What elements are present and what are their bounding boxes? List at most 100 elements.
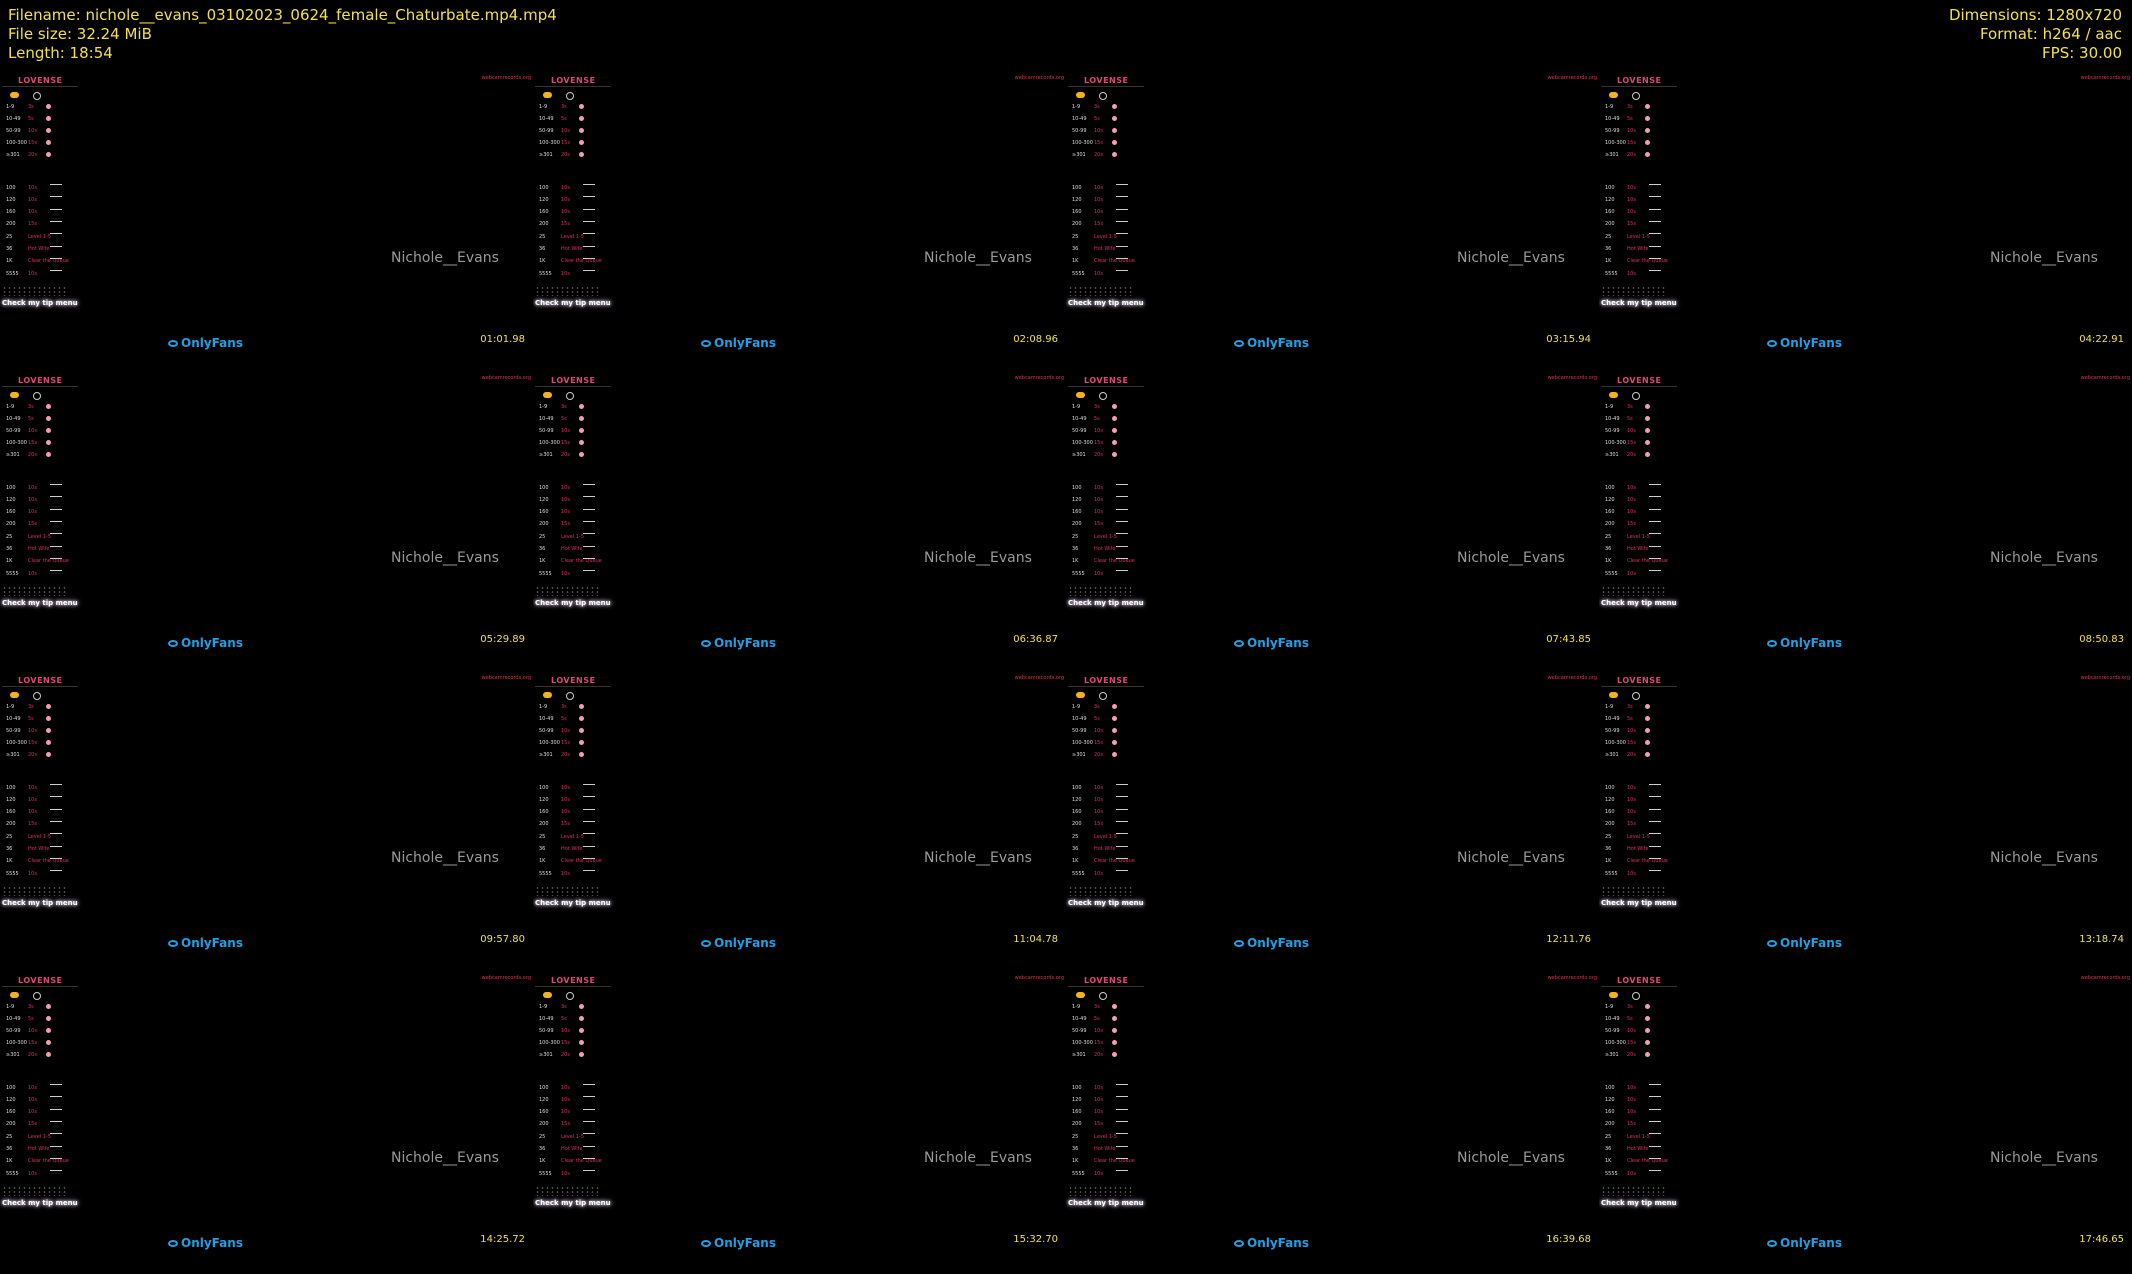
- video-thumbnail[interactable]: LOVENSE 1-9 3s 10-49 5s 50-99 10s 100-30015s ≥30…: [1066, 372, 1599, 672]
- video-thumbnail[interactable]: LOVENSE 1-9 3s 10-49 5s 50-99 10s 100-30015s ≥30…: [1599, 72, 2132, 372]
- tip-amount: 50-99: [1605, 128, 1620, 134]
- tip-label: Clear the Queue: [28, 558, 69, 565]
- tip-label: 10s: [1627, 484, 1636, 491]
- pattern-wave-icon: [583, 870, 595, 876]
- pattern-wave-icon: [1116, 545, 1128, 552]
- tip-amount: 160: [6, 509, 16, 516]
- tip-special-row: 160 10s: [6, 808, 62, 815]
- tip-amount: 1-9: [1072, 104, 1081, 110]
- pattern-wave-icon: [1649, 845, 1661, 852]
- video-thumbnail[interactable]: LOVENSE 1-9 3s 10-49 5s 50-99 10s 100-30015s ≥30…: [0, 372, 533, 672]
- tip-amount: 100-300: [1072, 1040, 1093, 1046]
- tip-label: 15s: [1094, 521, 1103, 528]
- coin-icon: [1609, 992, 1618, 998]
- video-thumbnail[interactable]: LOVENSE 1-9 3s 10-49 5s 50-99 10s 100-30015s ≥30…: [1066, 72, 1599, 372]
- tip-label: Hot Wife: [561, 246, 583, 252]
- tip-level-row: 1-9 3s: [1072, 704, 1117, 710]
- tip-label: 15s: [1094, 221, 1103, 228]
- tip-duration: 5s: [561, 116, 567, 122]
- tip-duration: 10s: [1094, 428, 1103, 434]
- tip-label: Clear the Queue: [561, 258, 602, 265]
- tip-menu-caption: Check my tip menu: [535, 1199, 611, 1207]
- vibe-dot-icon: [1112, 404, 1117, 409]
- coin-icon: [1076, 92, 1085, 98]
- performer-name: Nichole__Evans: [924, 250, 1032, 266]
- tip-special-row: 1K Clear the Queue: [539, 857, 602, 864]
- tip-level-row: 10-49 5s: [1605, 716, 1650, 722]
- pattern-wave-icon: [50, 233, 62, 239]
- fps-label: FPS: 30.00: [2042, 44, 2122, 62]
- coin-icon: [1609, 692, 1618, 698]
- tip-special-row: 100 10s: [1072, 1084, 1128, 1091]
- tip-duration: 10s: [28, 428, 37, 434]
- performer-name: Nichole__Evans: [391, 850, 499, 866]
- tip-duration: 3s: [1627, 404, 1633, 410]
- pattern-wave-icon: [1116, 845, 1128, 852]
- vibe-dot-icon: [46, 152, 51, 157]
- tip-duration: 3s: [28, 104, 34, 110]
- sparkle-decoration: [1601, 286, 1667, 296]
- tip-menu-panel: LOVENSE 1-9 3s 10-49 5s 50-99 10s 100-30015s ≥30…: [533, 372, 615, 622]
- video-thumbnail[interactable]: LOVENSE 1-9 3s 10-49 5s 50-99 10s 100-30015s ≥30…: [1599, 972, 2132, 1272]
- lovense-logo: LOVENSE: [551, 976, 596, 985]
- video-thumbnail[interactable]: LOVENSE 1-9 3s 10-49 5s 50-99 10s 100-30015s ≥30…: [1599, 672, 2132, 972]
- video-thumbnail[interactable]: LOVENSE 1-9 3s 10-49 5s 50-99 10s 100-30015s ≥30…: [533, 372, 1066, 672]
- tip-amount: 50-99: [1072, 1028, 1087, 1034]
- pattern-wave-icon: [1649, 1096, 1661, 1102]
- video-thumbnail[interactable]: LOVENSE 1-9 3s 10-49 5s 50-99 10s 100-30015s ≥30…: [0, 972, 533, 1272]
- tip-level-row: ≥301 20s: [1072, 1052, 1117, 1058]
- pattern-wave-icon: [50, 1120, 62, 1127]
- coin-icon: [543, 392, 552, 398]
- tip-special-row: 1K Clear the Queue: [6, 1157, 69, 1164]
- tip-label: Clear the Queue: [1627, 558, 1668, 565]
- video-thumbnail[interactable]: LOVENSE 1-9 3s 10-49 5s 50-99 10s 100-30015s ≥30…: [1599, 372, 2132, 672]
- pattern-wave-icon: [1116, 270, 1128, 276]
- tip-special-row: 36 Hot Wife: [1605, 545, 1661, 552]
- vibe-dot-icon: [579, 440, 584, 445]
- pattern-wave-icon: [1116, 520, 1128, 527]
- tip-special-row: 25 Level 1-5: [1072, 1133, 1128, 1140]
- tip-label: 15s: [561, 821, 570, 828]
- tip-duration: 10s: [561, 1028, 570, 1034]
- tip-amount: 160: [1605, 509, 1615, 516]
- tip-duration: 15s: [28, 1040, 37, 1046]
- tip-duration: 20s: [561, 152, 570, 158]
- pattern-wave-icon: [1116, 484, 1128, 490]
- tip-menu-panel: LOVENSE 1-9 3s 10-49 5s 50-99 10s 100-30015s ≥30…: [1599, 372, 1681, 622]
- vibe-dot-icon: [579, 1040, 584, 1045]
- pattern-wave-icon: [50, 1133, 62, 1139]
- filename-label: Filename: nichole__evans_03102023_0624_f…: [8, 6, 557, 24]
- pattern-wave-icon: [1649, 857, 1661, 864]
- pattern-wave-icon: [1116, 1084, 1128, 1090]
- coin-icon: [543, 692, 552, 698]
- tip-amount: 50-99: [539, 428, 554, 434]
- tip-level-row: 50-99 10s: [1605, 428, 1650, 434]
- vibe-dot-icon: [1112, 728, 1117, 733]
- tip-amount: 100: [1605, 1084, 1615, 1091]
- tip-amount: 5555: [539, 870, 552, 877]
- video-thumbnail[interactable]: LOVENSE 1-9 3s 10-49 5s 50-99 10s 100-30015s ≥30…: [533, 972, 1066, 1272]
- tip-label: 10s: [561, 184, 570, 191]
- tip-amount: 10-49: [6, 1016, 21, 1022]
- watermark: webcamrecords.org: [1014, 675, 1064, 681]
- video-thumbnail[interactable]: LOVENSE 1-9 3s 10-49 5s 50-99 10s 100-30015s ≥30…: [533, 672, 1066, 972]
- tip-label: 10s: [561, 570, 570, 577]
- tip-special-row: 200 15s: [6, 820, 62, 827]
- tip-duration: 20s: [28, 752, 37, 758]
- video-thumbnail[interactable]: LOVENSE 1-9 3s 10-49 5s 50-99 10s 100-30015s ≥30…: [1066, 672, 1599, 972]
- tip-menu-caption: Check my tip menu: [2, 899, 78, 907]
- tip-amount: 160: [1605, 209, 1615, 216]
- tip-level-row: 100-30015s: [1072, 1040, 1117, 1046]
- pattern-wave-icon: [1116, 857, 1128, 864]
- tip-amount: 5555: [1072, 870, 1085, 877]
- tip-label: Level 1-5: [28, 233, 51, 240]
- tip-amount: 25: [1605, 833, 1612, 840]
- video-thumbnail[interactable]: LOVENSE 1-9 3s 10-49 5s 50-99 10s 100-30015s ≥30…: [0, 72, 533, 372]
- video-thumbnail[interactable]: LOVENSE 1-9 3s 10-49 5s 50-99 10s 100-30015s ≥30…: [0, 672, 533, 972]
- pattern-wave-icon: [1116, 533, 1128, 539]
- vibe-dot-icon: [1112, 1040, 1117, 1045]
- video-thumbnail[interactable]: LOVENSE 1-9 3s 10-49 5s 50-99 10s 100-30015s ≥30…: [1066, 972, 1599, 1272]
- video-thumbnail[interactable]: LOVENSE 1-9 3s 10-49 5s 50-99 10s 100-30015s ≥30…: [533, 72, 1066, 372]
- tip-duration: 10s: [28, 728, 37, 734]
- tip-level-row: 100-30015s: [539, 740, 584, 746]
